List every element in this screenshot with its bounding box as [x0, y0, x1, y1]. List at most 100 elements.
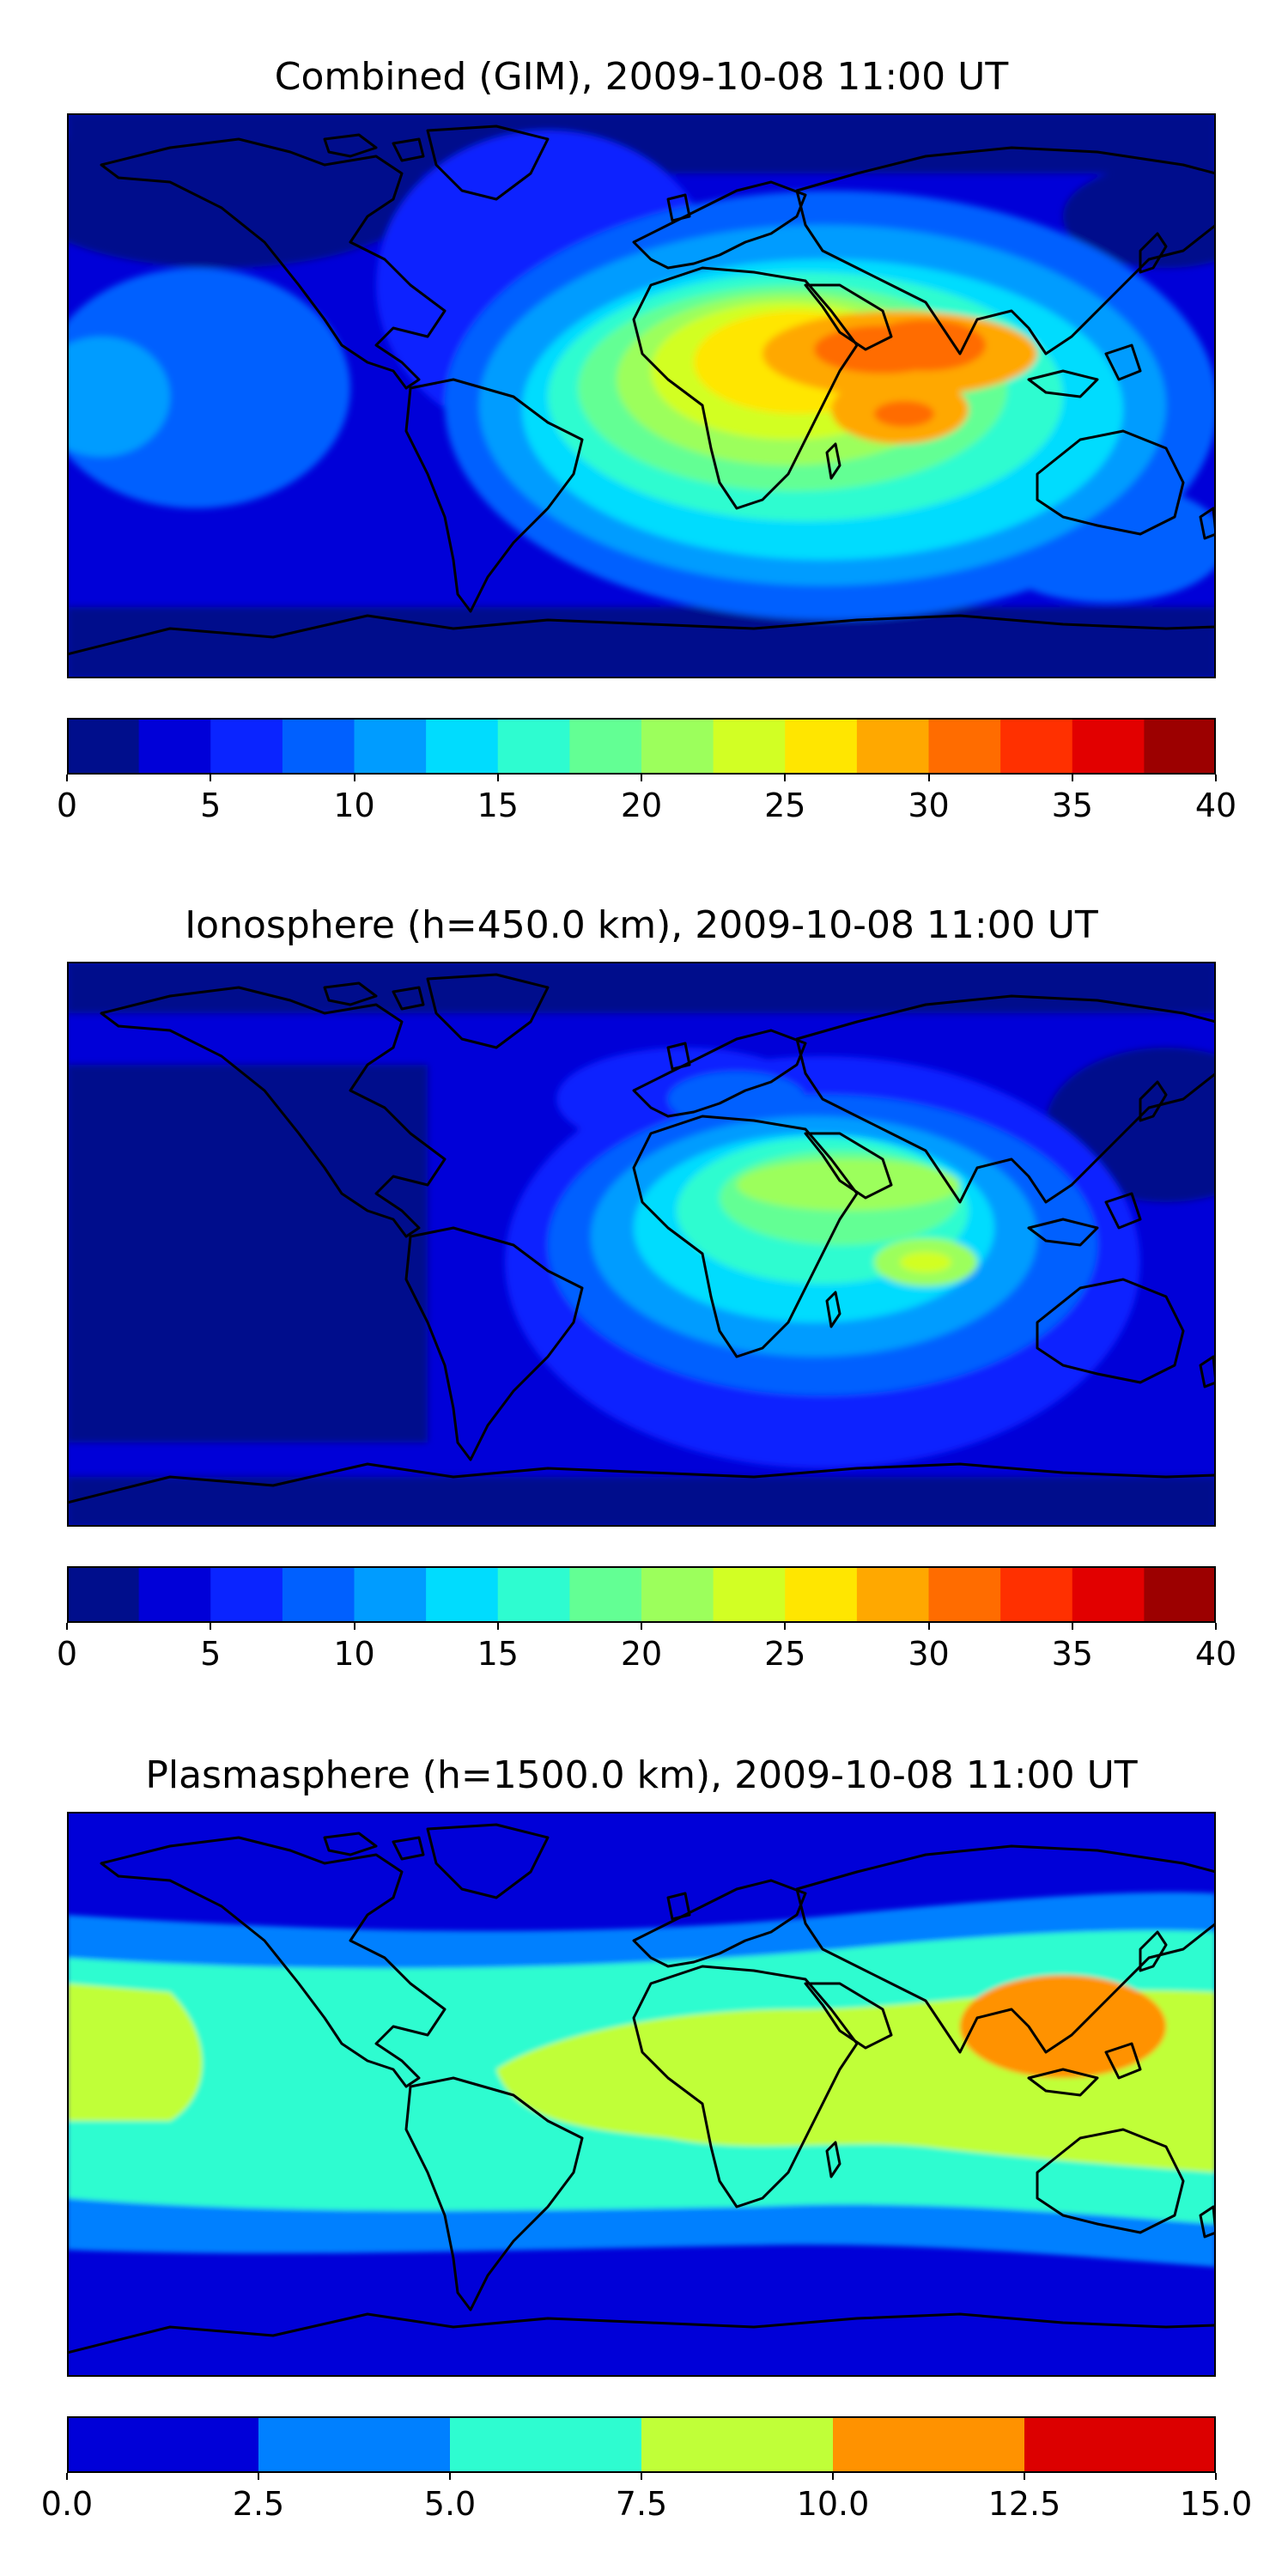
colorbar-swatch — [67, 2416, 259, 2473]
colorbar-swatch — [258, 2416, 451, 2473]
colorbar-tick-mark — [1071, 775, 1073, 781]
colorbar-tick-label: 5.0 — [423, 2485, 477, 2523]
colorbar-tick-mark — [66, 2473, 68, 2480]
colorbar-tick-label: 25 — [764, 787, 806, 824]
colorbar-swatch — [641, 718, 714, 775]
colorbar-tick-mark — [1215, 775, 1217, 781]
colorbar-swatch — [856, 1566, 930, 1623]
colorbar-tick-mark — [1024, 2473, 1025, 2480]
colorbar-swatch — [1144, 718, 1216, 775]
colorbar-tick-label: 15 — [477, 787, 519, 824]
colorbar-tick-label: 35 — [1051, 1635, 1093, 1673]
colorbar-tick-label: 0 — [56, 1635, 78, 1673]
colorbar-tick-mark — [1215, 2473, 1217, 2480]
colorbar-tick-label: 7.5 — [615, 2485, 668, 2523]
colorbar-swatch — [282, 718, 355, 775]
colorbar-swatch — [67, 1566, 140, 1623]
panel-1-title: Combined (GIM), 2009-10-08 11:00 UT — [274, 55, 1009, 99]
colorbar-tick-mark — [832, 2473, 834, 2480]
colorbar-swatch — [785, 718, 858, 775]
colorbar-tick-label: 20 — [620, 1635, 663, 1673]
colorbar-swatch — [450, 2416, 642, 2473]
colorbar-swatch — [210, 718, 283, 775]
colorbar-tick-label: 15.0 — [1179, 2485, 1253, 2523]
colorbar-swatch — [67, 718, 140, 775]
colorbar-swatch — [569, 1566, 642, 1623]
colorbar-tick-label: 5 — [200, 1635, 222, 1673]
colorbar-tick-mark — [927, 775, 930, 781]
colorbar-tick-label: 12.5 — [987, 2485, 1061, 2523]
colorbar-frame — [67, 718, 1216, 775]
colorbar-swatch — [641, 1566, 714, 1623]
colorbar-swatch — [1000, 718, 1073, 775]
colorbar-swatch — [426, 1566, 499, 1623]
panel-3-colorbar-ticks: 0.0 2.5 5.0 7.5 10.0 12.5 15.0 — [41, 2473, 1252, 2524]
panel-2-tec-contours — [67, 962, 1216, 1527]
colorbar-swatch — [282, 1566, 355, 1623]
colorbar-swatch — [497, 718, 570, 775]
colorbar-swatch — [426, 718, 499, 775]
colorbar-swatch — [928, 1566, 1001, 1623]
colorbar-swatch — [856, 718, 930, 775]
colorbar-tick-mark — [641, 775, 642, 781]
panel-3-map — [67, 1812, 1216, 2377]
colorbar-swatch — [928, 718, 1001, 775]
colorbar-swatch — [641, 2416, 834, 2473]
colorbar-tick-mark — [1215, 1623, 1217, 1630]
colorbar-tick-label: 5 — [200, 787, 222, 824]
colorbar-swatch — [138, 1566, 211, 1623]
colorbar-tick-mark — [449, 2473, 451, 2480]
colorbar-swatch — [569, 718, 642, 775]
colorbar-swatch — [138, 718, 211, 775]
colorbar-tick-label: 0 — [56, 787, 78, 824]
colorbar-frame — [67, 1566, 1216, 1623]
colorbar-swatch — [1000, 1566, 1073, 1623]
colorbar-tick-mark — [927, 1623, 930, 1630]
colorbar-tick-mark — [66, 1623, 68, 1630]
colorbar-tick-mark — [210, 775, 212, 781]
colorbar-tick-label: 20 — [620, 787, 663, 824]
colorbar-frame — [67, 2416, 1216, 2473]
colorbar-tick-label: 10.0 — [796, 2485, 870, 2523]
panel-3-title: Plasmasphere (h=1500.0 km), 2009-10-08 1… — [145, 1753, 1138, 1797]
colorbar-swatch — [833, 2416, 1025, 2473]
colorbar-swatch — [1072, 718, 1145, 775]
colorbar-swatch — [1072, 1566, 1145, 1623]
colorbar-tick-label: 25 — [764, 1635, 806, 1673]
panel-3-colorbar — [67, 2416, 1216, 2473]
colorbar-tick-mark — [496, 775, 499, 781]
colorbar-swatch — [713, 718, 786, 775]
colorbar-tick-mark — [1071, 1623, 1073, 1630]
panel-2-title: Ionosphere (h=450.0 km), 2009-10-08 11:0… — [185, 903, 1098, 947]
colorbar-swatch — [785, 1566, 858, 1623]
colorbar-swatch — [713, 1566, 786, 1623]
colorbar-tick-mark — [641, 1623, 642, 1630]
panel-1-colorbar — [67, 718, 1216, 775]
panel-2-colorbar-ticks: 0 5 10 15 20 25 30 35 40 — [57, 1623, 1236, 1674]
colorbar-tick-mark — [66, 775, 68, 781]
colorbar-swatch — [1024, 2416, 1216, 2473]
colorbar-tick-label: 35 — [1051, 787, 1093, 824]
panel-1-colorbar-ticks: 0 5 10 15 20 25 30 35 40 — [57, 775, 1236, 826]
colorbar-swatch — [1144, 1566, 1216, 1623]
panel-3-tec-contours — [67, 1812, 1216, 2377]
panel-2-colorbar — [67, 1566, 1216, 1623]
colorbar-tick-label: 0.0 — [40, 2485, 94, 2523]
panel-2-map — [67, 962, 1216, 1527]
colorbar-tick-label: 10 — [333, 1635, 375, 1673]
colorbar-tick-label: 40 — [1194, 1635, 1237, 1673]
colorbar-tick-label: 30 — [908, 787, 950, 824]
colorbar-tick-mark — [641, 2473, 642, 2480]
colorbar-tick-label: 2.5 — [232, 2485, 285, 2523]
panel-1-tec-contours — [67, 113, 1216, 678]
colorbar-tick-mark — [784, 775, 787, 781]
colorbar-swatch — [354, 718, 427, 775]
colorbar-tick-label: 15 — [477, 1635, 519, 1673]
colorbar-tick-mark — [210, 1623, 212, 1630]
panel-1-map — [67, 113, 1216, 678]
colorbar-swatch — [497, 1566, 570, 1623]
colorbar-tick-label: 10 — [333, 787, 375, 824]
colorbar-tick-mark — [784, 1623, 787, 1630]
colorbar-tick-label: 30 — [908, 1635, 950, 1673]
colorbar-tick-mark — [258, 2473, 259, 2480]
